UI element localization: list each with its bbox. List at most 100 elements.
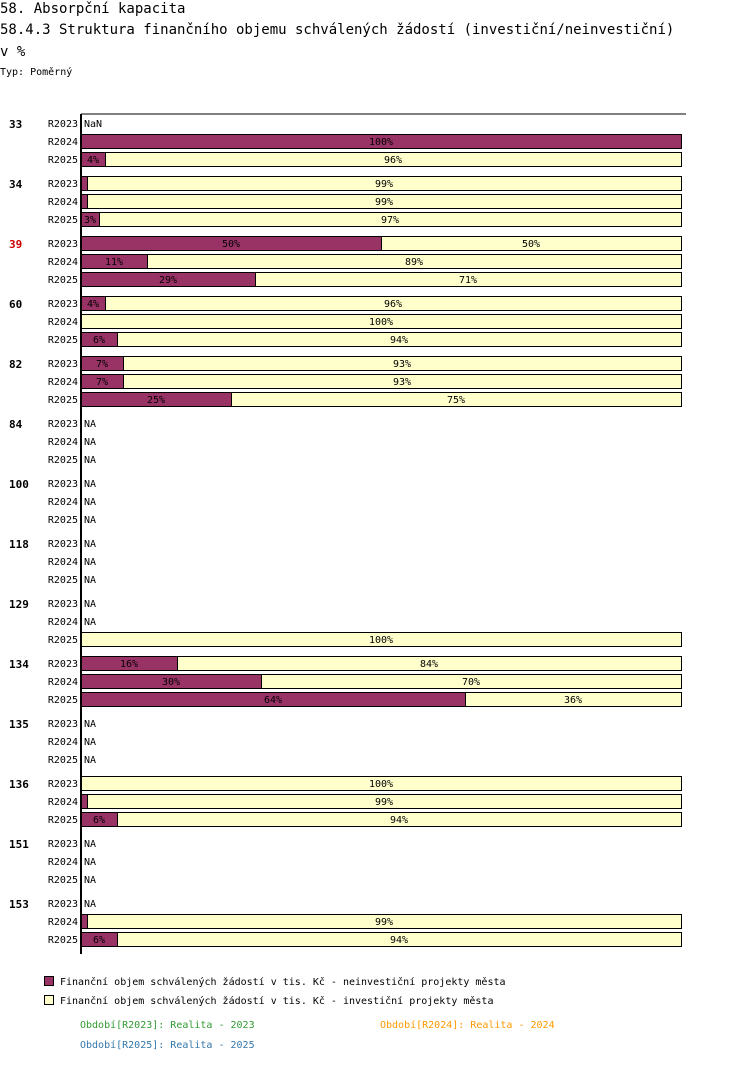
stacked-bar-chart: 33 R2023 NaN R2024 100% R2025 4% 96% 34 R2023 99% R…	[9, 113, 686, 954]
bar-data-label: 25%	[147, 395, 165, 406]
na-label: NA	[84, 437, 96, 448]
group-label: 129	[9, 598, 29, 611]
bar-segment-investicni	[381, 236, 682, 251]
period-tick-label: R2024	[48, 497, 78, 508]
period-tick-label: R2025	[48, 335, 78, 346]
bar-data-label: 89%	[405, 257, 423, 268]
bar-segment-investicni	[231, 392, 682, 407]
bar-data-label: 70%	[462, 677, 480, 688]
bar-segment-investicni	[123, 374, 682, 389]
na-label: NA	[84, 419, 96, 430]
legend-label-investicni: Finanční objem schválených žádostí v tis…	[60, 996, 494, 1007]
bar-data-label: 75%	[447, 395, 465, 406]
bar-data-label: 99%	[375, 917, 393, 928]
bar-segment-investicni	[255, 272, 682, 287]
period-tick-label: R2023	[48, 659, 78, 670]
period-tick-label: R2025	[48, 635, 78, 646]
chart-unit: v %	[0, 44, 26, 60]
period-tick-label: R2024	[48, 137, 78, 148]
bar-data-label: 6%	[93, 815, 105, 826]
group-label: 135	[9, 718, 29, 731]
group-label: 134	[9, 658, 29, 671]
bar-data-label: 100%	[369, 779, 393, 790]
na-label: NA	[84, 899, 96, 910]
period-tick-label: R2023	[48, 719, 78, 730]
bar-data-label: 16%	[120, 659, 138, 670]
bar-segment-investicni	[87, 176, 682, 191]
period-tick-label: R2023	[48, 599, 78, 610]
bar-segment-neinvesticni	[81, 914, 88, 929]
bar-segment-investicni	[261, 674, 682, 689]
period-tick-label: R2024	[48, 917, 78, 928]
period-tick-label: R2025	[48, 875, 78, 886]
na-label: NA	[84, 557, 96, 568]
chart-type-label: Typ: Poměrný	[0, 67, 73, 78]
na-label: NA	[84, 617, 96, 628]
period-tick-label: R2025	[48, 215, 78, 226]
period-tick-label: R2024	[48, 677, 78, 688]
bar-segment-investicni	[117, 812, 682, 827]
group-label: 82	[9, 358, 22, 371]
bar-segment-neinvesticni	[81, 794, 88, 809]
period-tick-label: R2024	[48, 737, 78, 748]
bar-data-label: 3%	[84, 215, 96, 226]
bar-data-label: 7%	[96, 359, 108, 370]
period-tick-label: R2024	[48, 557, 78, 568]
period-tick-label: R2023	[48, 179, 78, 190]
na-label: NA	[84, 737, 96, 748]
bar-data-label: 97%	[381, 215, 399, 226]
bar-data-label: 100%	[369, 317, 393, 328]
period-label-r2024: Období[R2024]: Realita - 2024	[380, 1020, 555, 1031]
bar-segment-investicni	[87, 794, 682, 809]
period-tick-label: R2025	[48, 155, 78, 166]
period-tick-label: R2024	[48, 257, 78, 268]
bar-data-label: 64%	[264, 695, 282, 706]
bar-data-label: 84%	[420, 659, 438, 670]
period-tick-label: R2024	[48, 197, 78, 208]
bar-data-label: 50%	[522, 239, 540, 250]
legend-swatch-investicni	[44, 995, 54, 1005]
bar-data-label: 93%	[393, 377, 411, 388]
period-tick-label: R2025	[48, 935, 78, 946]
bar-data-label: 29%	[159, 275, 177, 286]
bar-data-label: 7%	[96, 377, 108, 388]
bar-segment-investicni	[99, 212, 682, 227]
group-label: 100	[9, 478, 29, 491]
bar-segment-investicni	[105, 296, 682, 311]
period-tick-label: R2024	[48, 797, 78, 808]
bar-data-label: 4%	[87, 299, 99, 310]
period-tick-label: R2025	[48, 515, 78, 526]
na-label: NA	[84, 575, 96, 586]
na-label: NA	[84, 539, 96, 550]
na-label: NaN	[84, 119, 102, 130]
legend-item-neinvesticni: Finanční objem schválených žádostí v tis…	[44, 976, 506, 989]
legend-swatch-neinvesticni	[44, 976, 54, 986]
bar-segment-investicni	[87, 194, 682, 209]
period-label-r2023: Období[R2023]: Realita - 2023	[80, 1020, 255, 1031]
period-tick-label: R2023	[48, 299, 78, 310]
bar-data-label: 94%	[390, 815, 408, 826]
na-label: NA	[84, 515, 96, 526]
na-label: NA	[84, 455, 96, 466]
bar-data-label: 99%	[375, 197, 393, 208]
na-label: NA	[84, 875, 96, 886]
group-label: 60	[9, 298, 22, 311]
bar-segment-investicni	[87, 914, 682, 929]
bar-data-label: 11%	[105, 257, 123, 268]
bar-data-label: 96%	[384, 299, 402, 310]
bar-data-label: 99%	[375, 797, 393, 808]
bar-data-label: 94%	[390, 935, 408, 946]
bar-data-label: 36%	[564, 695, 582, 706]
bar-segment-investicni	[105, 152, 682, 167]
group-label: 33	[9, 118, 22, 131]
legend-label-neinvesticni: Finanční objem schválených žádostí v tis…	[60, 977, 506, 988]
period-tick-label: R2024	[48, 857, 78, 868]
period-tick-label: R2024	[48, 377, 78, 388]
na-label: NA	[84, 497, 96, 508]
bar-data-label: 93%	[393, 359, 411, 370]
period-tick-label: R2023	[48, 899, 78, 910]
na-label: NA	[84, 479, 96, 490]
bar-data-label: 4%	[87, 155, 99, 166]
group-label: 151	[9, 838, 29, 851]
period-label-r2025: Období[R2025]: Realita - 2025	[80, 1040, 255, 1051]
